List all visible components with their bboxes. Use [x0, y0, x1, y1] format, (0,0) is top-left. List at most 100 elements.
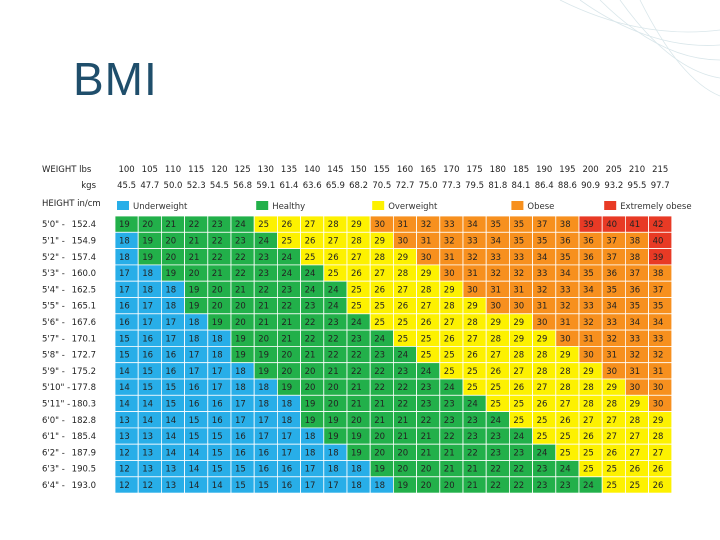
legend-swatch-underweight	[117, 201, 129, 210]
bmi-cell-value: 31	[490, 285, 501, 295]
bmi-cell-value: 24	[537, 448, 548, 458]
bmi-cell-value: 31	[583, 334, 594, 344]
bmi-cell-value: 26	[305, 236, 316, 246]
bmi-cell-value: 21	[351, 399, 362, 409]
bmi-cell-value: 34	[629, 318, 640, 328]
bmi-cell-value: 29	[560, 351, 571, 361]
bmi-cell-value: 27	[560, 399, 571, 409]
bmi-cell-value: 29	[537, 334, 548, 344]
bmi-cell-value: 18	[189, 334, 200, 344]
bmi-cell-value: 16	[165, 367, 176, 377]
bmi-cell-value: 16	[189, 399, 200, 409]
bmi-cell-value: 17	[305, 481, 316, 491]
bmi-cell-value: 21	[397, 416, 408, 426]
bmi-cell-value: 20	[351, 416, 362, 426]
bmi-cell-value: 38	[560, 220, 571, 230]
height-ftin-label: 5'10" -	[42, 383, 70, 393]
bmi-cell-value: 29	[374, 236, 385, 246]
bmi-cell-value: 18	[281, 416, 292, 426]
bmi-cell-value: 22	[235, 253, 246, 263]
weight-lbs-label: WEIGHT lbs	[42, 165, 92, 175]
bmi-cell-value: 32	[583, 318, 594, 328]
bmi-cell-value: 37	[629, 269, 640, 279]
bmi-cell-value: 20	[421, 481, 432, 491]
bmi-cell-value: 26	[421, 318, 432, 328]
bmi-cell-value: 26	[606, 448, 617, 458]
bmi-cell-value: 15	[212, 432, 223, 442]
bmi-cell-value: 17	[119, 269, 130, 279]
bmi-cell-value: 32	[653, 351, 664, 361]
bmi-cell-value: 27	[606, 416, 617, 426]
height-ftin-label: 5'7" -	[42, 334, 65, 344]
bmi-cell-value: 23	[537, 481, 548, 491]
bmi-cell-value: 20	[235, 318, 246, 328]
bmi-cell-value: 14	[119, 383, 130, 393]
bmi-cell-value: 20	[421, 465, 432, 475]
weight-lbs-value: 145	[327, 165, 343, 175]
weight-lbs-value: 105	[142, 165, 158, 175]
bmi-cell-value: 18	[351, 481, 362, 491]
weight-kgs-value: 65.9	[326, 181, 345, 191]
bmi-cell-value: 26	[629, 465, 640, 475]
bmi-cell-value: 17	[328, 481, 339, 491]
bmi-cell-value: 23	[467, 416, 478, 426]
bmi-cell-value: 20	[281, 367, 292, 377]
bmi-cell-value: 16	[119, 318, 130, 328]
bmi-cell-value: 14	[165, 416, 176, 426]
bmi-cell-value: 21	[189, 236, 200, 246]
bmi-cell-value: 36	[629, 285, 640, 295]
bmi-cell-value: 25	[467, 367, 478, 377]
bmi-cell-value: 16	[212, 399, 223, 409]
bmi-cell-value: 24	[397, 351, 408, 361]
weight-lbs-value: 165	[420, 165, 436, 175]
bmi-cell-value: 28	[560, 383, 571, 393]
bmi-cell-value: 21	[189, 253, 200, 263]
bmi-cell-value: 21	[351, 383, 362, 393]
bmi-cell-value: 30	[629, 383, 640, 393]
bmi-cell-value: 32	[421, 220, 432, 230]
bmi-cell-value: 25	[537, 432, 548, 442]
bmi-cell-value: 17	[258, 432, 269, 442]
bmi-cell-value: 28	[537, 351, 548, 361]
bmi-cell-value: 19	[142, 253, 153, 263]
weight-kgs-value: 95.5	[628, 181, 647, 191]
bmi-cell-value: 13	[119, 416, 130, 426]
bmi-cell-value: 21	[212, 269, 223, 279]
bmi-cell-value: 31	[467, 269, 478, 279]
height-ftin-label: 5'9" -	[42, 367, 65, 377]
bmi-cell-value: 28	[537, 367, 548, 377]
height-cm-label: 172.7	[72, 351, 96, 361]
weight-kgs-value: 72.7	[396, 181, 415, 191]
bmi-cell-value: 23	[328, 318, 339, 328]
weight-lbs-value: 200	[582, 165, 598, 175]
bmi-cell-value: 19	[281, 383, 292, 393]
height-cm-label: 167.6	[72, 318, 96, 328]
bmi-cell-value: 13	[165, 481, 176, 491]
bmi-cell-value: 24	[235, 220, 246, 230]
height-ftin-label: 5'0" -	[42, 220, 65, 230]
bmi-cell-value: 16	[212, 416, 223, 426]
bmi-cell-value: 25	[583, 448, 594, 458]
bmi-cell-value: 18	[212, 351, 223, 361]
bmi-cell-value: 30	[374, 220, 385, 230]
bmi-cell-value: 39	[583, 220, 594, 230]
bmi-cell-value: 26	[583, 432, 594, 442]
bmi-cell-value: 27	[653, 448, 664, 458]
bmi-cell-value: 18	[142, 269, 153, 279]
bmi-cell-value: 24	[281, 269, 292, 279]
weight-kgs-value: 59.1	[256, 181, 275, 191]
bmi-cell-value: 23	[490, 432, 501, 442]
legend-swatch-overweight	[372, 201, 385, 210]
height-cm-label: 193.0	[72, 481, 96, 491]
bmi-cell-value: 18	[119, 236, 130, 246]
bmi-cell-value: 25	[513, 416, 524, 426]
bmi-cell-value: 31	[629, 367, 640, 377]
bmi-cell-value: 18	[165, 285, 176, 295]
weight-lbs-value: 150	[350, 165, 366, 175]
bmi-cell-value: 32	[606, 334, 617, 344]
bmi-cell-value: 19	[374, 465, 385, 475]
bmi-cell-value: 33	[513, 253, 524, 263]
bmi-cell-value: 36	[583, 236, 594, 246]
bmi-cell-value: 27	[513, 367, 524, 377]
